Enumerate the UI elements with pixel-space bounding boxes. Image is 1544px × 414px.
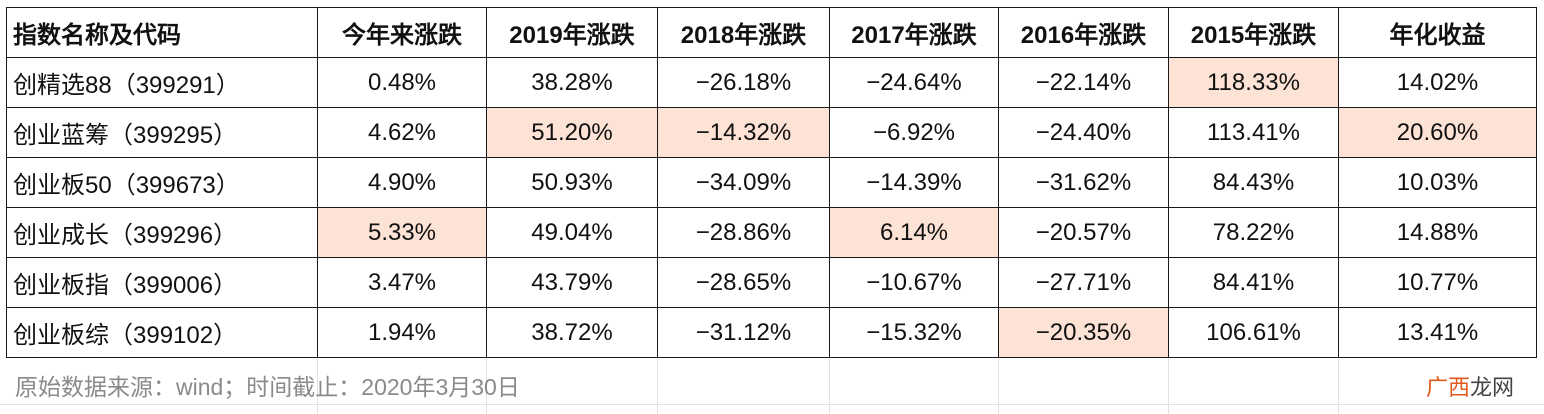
cell-annualized: 10.03% [1338,157,1537,208]
cell-index-name: 创业成长（399296） [6,207,318,258]
cell-index-name: 创业板指（399006） [6,257,318,308]
grid-line [829,358,830,414]
header-2018: 2018年涨跌 [657,7,830,58]
cell-annualized: 10.77% [1338,257,1537,308]
cell-2015: 84.41% [1168,257,1339,308]
header-2019: 2019年涨跌 [486,7,658,58]
grid-line [657,358,658,414]
grid-line [1168,358,1169,414]
cell-annualized: 13.41% [1338,307,1537,358]
cell-2017: −24.64% [829,57,999,108]
cell-2017: −10.67% [829,257,999,308]
cell-2016: −27.71% [998,257,1169,308]
header-2015: 2015年涨跌 [1168,7,1339,58]
grid-line [0,404,1544,405]
watermark-text: 龙网 [1469,375,1514,400]
index-returns-table: 指数名称及代码 今年来涨跌 2019年涨跌 2018年涨跌 2017年涨跌 20… [6,7,1537,358]
cell-2018: −28.86% [657,207,830,258]
cell-index-name: 创精选88（399291） [6,57,318,108]
cell-ytd: 5.33% [317,207,487,258]
cell-2018: −34.09% [657,157,830,208]
cell-ytd: 1.94% [317,307,487,358]
cell-2015: 118.33% [1168,57,1339,108]
cell-annualized: 14.88% [1338,207,1537,258]
cell-2019: 49.04% [486,207,658,258]
cell-index-name: 创业蓝筹（399295） [6,107,318,158]
header-2017: 2017年涨跌 [829,7,999,58]
cell-index-name: 创业板综（399102） [6,307,318,358]
header-2016: 2016年涨跌 [998,7,1169,58]
cell-2019: 38.72% [486,307,658,358]
header-index-name: 指数名称及代码 [6,7,318,58]
cell-2016: −31.62% [998,157,1169,208]
cell-2017: −14.39% [829,157,999,208]
table-row: 创业蓝筹（399295） 4.62% 51.20% −14.32% −6.92% −24.… [6,107,1537,158]
cell-2017: −15.32% [829,307,999,358]
cell-2015: 113.41% [1168,107,1339,158]
cell-2019: 50.93% [486,157,658,208]
cell-ytd: 4.90% [317,157,487,208]
cell-2016: −22.14% [998,57,1169,108]
header-row: 指数名称及代码 今年来涨跌 2019年涨跌 2018年涨跌 2017年涨跌 20… [6,7,1537,58]
table-row: 创业板50（399673） 4.90% 50.93% −34.09% −14.39% −3… [6,157,1537,208]
cell-2018: −14.32% [657,107,830,158]
cell-ytd: 3.47% [317,257,487,308]
table-row: 创业成长（399296） 5.33% 49.04% −28.86% 6.14% −20.5… [6,207,1537,258]
cell-2018: −31.12% [657,307,830,358]
cell-2019: 43.79% [486,257,658,308]
cell-2016: −24.40% [998,107,1169,158]
cell-ytd: 0.48% [317,57,487,108]
grid-line [317,358,318,414]
grid-line [1338,358,1339,414]
cell-2019: 51.20% [486,107,658,158]
site-watermark: 广西龙网 [1426,370,1514,402]
grid-line [486,358,487,414]
cell-2015: 84.43% [1168,157,1339,208]
cell-2015: 78.22% [1168,207,1339,258]
cell-2016: −20.57% [998,207,1169,258]
cell-annualized: 14.02% [1338,57,1537,108]
cell-2019: 38.28% [486,57,658,108]
cell-annualized: 20.60% [1338,107,1537,158]
cell-2018: −26.18% [657,57,830,108]
grid-line [998,358,999,414]
watermark-accent-text: 广西 [1425,375,1470,400]
table-row: 创精选88（399291） 0.48% 38.28% −26.18% −24.64% −2… [6,57,1537,108]
cell-2018: −28.65% [657,257,830,308]
data-source-footnote: 原始数据来源：wind；时间截止：2020年3月30日 [15,374,520,400]
header-annualized: 年化收益 [1338,7,1537,58]
cell-2016: −20.35% [998,307,1169,358]
cell-index-name: 创业板50（399673） [6,157,318,208]
footnote-row: 原始数据来源：wind；时间截止：2020年3月30日 [6,358,1544,414]
cell-2017: −6.92% [829,107,999,158]
table-row: 创业板指（399006） 3.47% 43.79% −28.65% −10.67% −27… [6,257,1537,308]
cell-2015: 106.61% [1168,307,1339,358]
cell-2017: 6.14% [829,207,999,258]
header-ytd: 今年来涨跌 [317,7,487,58]
cell-ytd: 4.62% [317,107,487,158]
table-row: 创业板综（399102） 1.94% 38.72% −31.12% −15.32% −20… [6,307,1537,358]
